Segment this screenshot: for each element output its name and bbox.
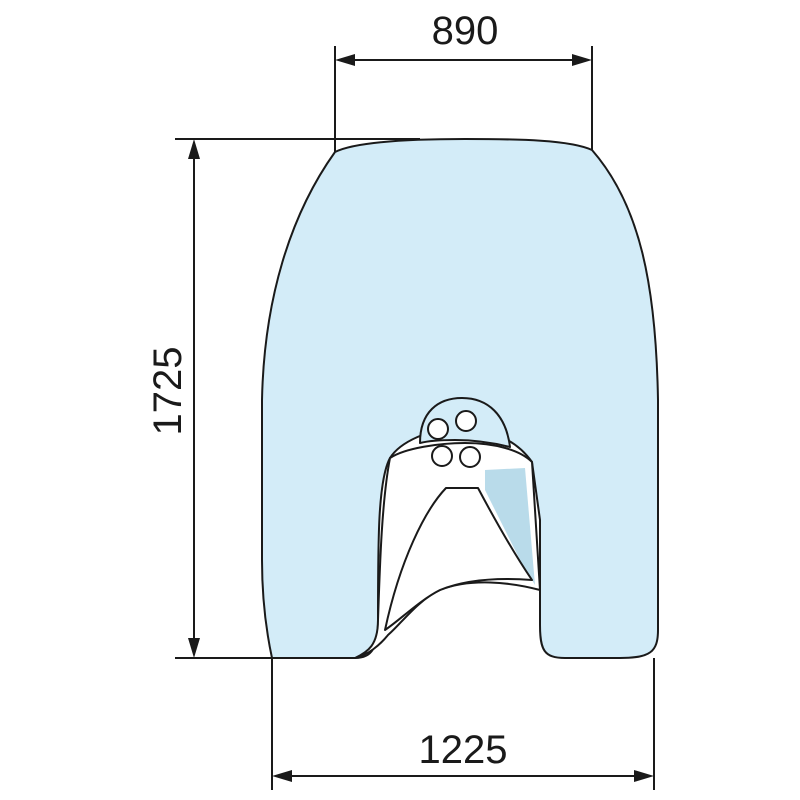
height-label: 1725 (146, 347, 190, 436)
bottom-width-label: 1225 (419, 728, 508, 772)
mounting-hole-icon (455, 410, 477, 432)
height-arrow-bottom-icon (188, 638, 200, 658)
top-width-label: 890 (432, 9, 499, 53)
top-arrow-right-icon (572, 54, 592, 66)
bottom-arrow-right-icon (634, 770, 654, 782)
mounting-hole-icon (431, 445, 453, 467)
mounting-hole-icon (427, 418, 449, 440)
bottom-arrow-left-icon (272, 770, 292, 782)
bracket-inner-cut (384, 487, 533, 631)
top-arrow-left-icon (335, 54, 355, 66)
height-arrow-top-icon (188, 139, 200, 159)
mounting-hole-icon (459, 446, 481, 468)
bracket-tint (485, 468, 535, 585)
